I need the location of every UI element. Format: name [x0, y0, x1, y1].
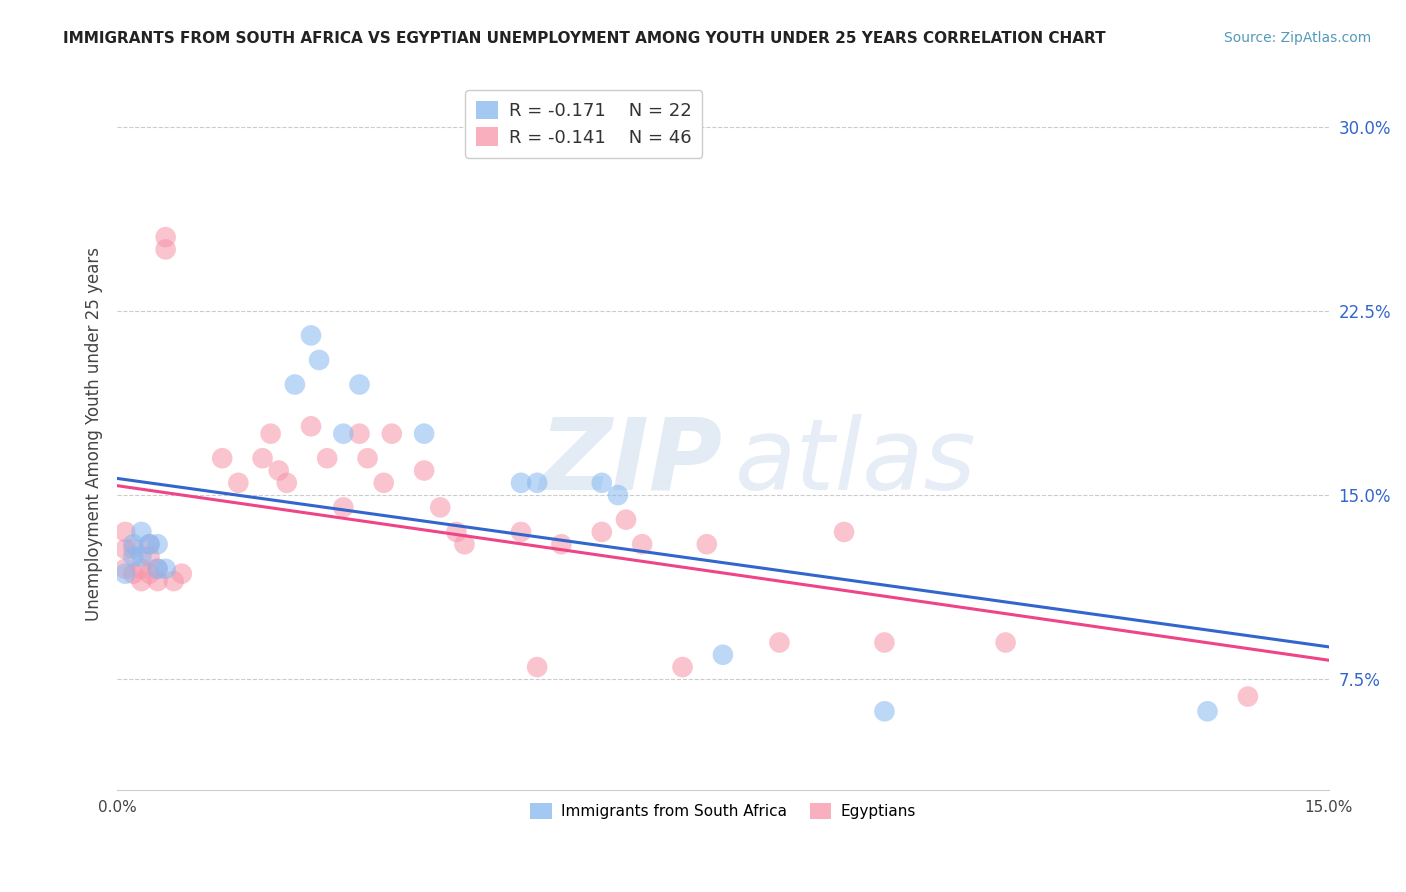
- Point: [146, 562, 169, 576]
- Point: [284, 377, 307, 392]
- Point: [768, 635, 790, 649]
- Point: [614, 513, 637, 527]
- Point: [631, 537, 654, 551]
- Legend: Immigrants from South Africa, Egyptians: Immigrants from South Africa, Egyptians: [524, 797, 922, 825]
- Text: atlas: atlas: [735, 414, 977, 511]
- Point: [526, 660, 548, 674]
- Point: [138, 537, 160, 551]
- Point: [299, 328, 322, 343]
- Point: [510, 475, 533, 490]
- Point: [696, 537, 718, 551]
- Point: [146, 574, 169, 588]
- Point: [146, 562, 169, 576]
- Point: [228, 475, 250, 490]
- Point: [170, 566, 193, 581]
- Point: [591, 524, 613, 539]
- Point: [373, 475, 395, 490]
- Text: Source: ZipAtlas.com: Source: ZipAtlas.com: [1223, 31, 1371, 45]
- Point: [138, 537, 160, 551]
- Point: [276, 475, 298, 490]
- Point: [114, 562, 136, 576]
- Point: [252, 451, 274, 466]
- Point: [550, 537, 572, 551]
- Point: [453, 537, 475, 551]
- Point: [122, 537, 145, 551]
- Point: [1197, 704, 1219, 718]
- Point: [671, 660, 693, 674]
- Point: [413, 463, 436, 477]
- Point: [308, 353, 330, 368]
- Point: [131, 574, 153, 588]
- Point: [122, 542, 145, 557]
- Point: [873, 635, 896, 649]
- Point: [131, 562, 153, 576]
- Point: [591, 475, 613, 490]
- Point: [138, 566, 160, 581]
- Point: [381, 426, 404, 441]
- Point: [429, 500, 451, 515]
- Point: [155, 230, 177, 244]
- Point: [332, 500, 354, 515]
- Point: [122, 566, 145, 581]
- Point: [413, 426, 436, 441]
- Point: [316, 451, 339, 466]
- Y-axis label: Unemployment Among Youth under 25 years: Unemployment Among Youth under 25 years: [86, 247, 103, 621]
- Point: [267, 463, 290, 477]
- Point: [146, 537, 169, 551]
- Point: [332, 426, 354, 441]
- Point: [606, 488, 628, 502]
- Point: [994, 635, 1017, 649]
- Point: [356, 451, 378, 466]
- Point: [114, 524, 136, 539]
- Point: [510, 524, 533, 539]
- Point: [446, 524, 468, 539]
- Point: [122, 549, 145, 564]
- Point: [131, 549, 153, 564]
- Point: [832, 524, 855, 539]
- Point: [1237, 690, 1260, 704]
- Point: [526, 475, 548, 490]
- Text: IMMIGRANTS FROM SOUTH AFRICA VS EGYPTIAN UNEMPLOYMENT AMONG YOUTH UNDER 25 YEARS: IMMIGRANTS FROM SOUTH AFRICA VS EGYPTIAN…: [63, 31, 1107, 46]
- Text: ZIP: ZIP: [540, 414, 723, 511]
- Point: [131, 524, 153, 539]
- Point: [138, 549, 160, 564]
- Point: [299, 419, 322, 434]
- Point: [349, 377, 371, 392]
- Point: [155, 243, 177, 257]
- Point: [711, 648, 734, 662]
- Point: [259, 426, 281, 441]
- Point: [114, 542, 136, 557]
- Point: [873, 704, 896, 718]
- Point: [114, 566, 136, 581]
- Point: [211, 451, 233, 466]
- Point: [163, 574, 186, 588]
- Point: [155, 562, 177, 576]
- Point: [349, 426, 371, 441]
